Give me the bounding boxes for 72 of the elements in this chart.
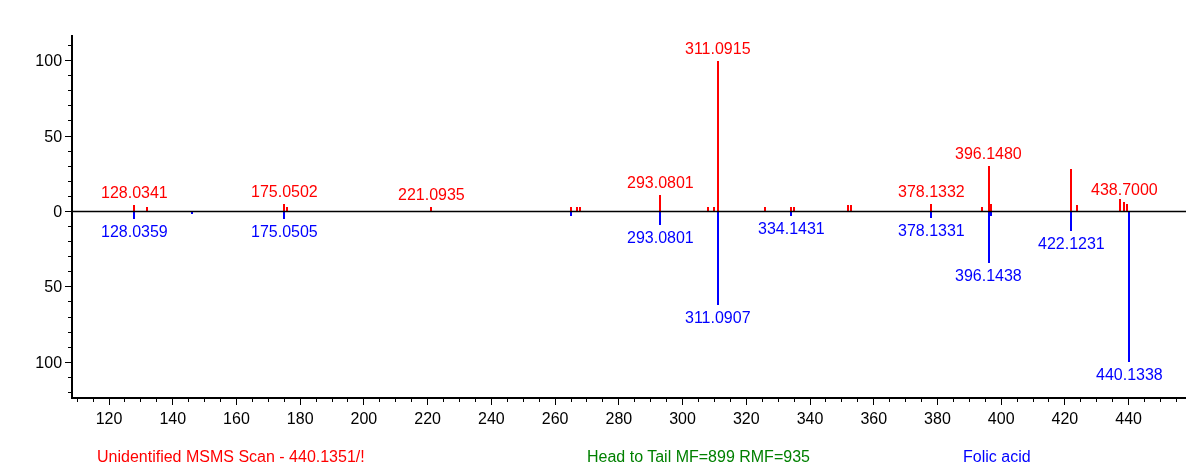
bar (790, 207, 792, 211)
annotation: 293.0801 (627, 229, 694, 246)
bar (713, 207, 715, 211)
bar (717, 211, 719, 305)
bar (930, 204, 932, 211)
x-tick-label: 240 (478, 409, 505, 427)
bar (1119, 199, 1121, 211)
x-tick-label: 380 (924, 409, 951, 427)
x-tick-label: 140 (159, 409, 187, 427)
bar (570, 207, 572, 211)
bar (659, 195, 661, 211)
bar (793, 207, 795, 211)
bar (1126, 204, 1128, 211)
x-tick-label: 400 (987, 409, 1015, 427)
annotation: 396.1480 (955, 145, 1022, 162)
bar (707, 207, 709, 211)
bar (146, 207, 148, 211)
bar (1070, 169, 1072, 211)
bar (1123, 202, 1125, 211)
x-tick-label: 200 (350, 409, 378, 427)
bar (988, 211, 990, 263)
y-tick-label: 50 (44, 278, 63, 296)
x-tick-label: 440 (1115, 409, 1143, 427)
bar (579, 207, 581, 211)
bar (133, 205, 135, 211)
x-tick-label: 300 (669, 409, 696, 427)
y-tick-label: 100 (35, 353, 63, 371)
annotation: 128.0341 (101, 184, 168, 201)
text: Folic acid (963, 448, 1031, 465)
annotation: 440.1338 (1096, 366, 1163, 383)
bar (981, 207, 983, 211)
annotation: 422.1231 (1038, 235, 1105, 252)
x-tick-label: 360 (860, 409, 888, 427)
bar (764, 207, 766, 211)
bar (286, 207, 288, 211)
annotation: 175.0505 (251, 223, 318, 240)
y-tick-label: 0 (53, 203, 63, 221)
annotation: 221.0935 (398, 186, 465, 203)
x-tick-label: 320 (732, 409, 760, 427)
annotation: 334.1431 (758, 220, 825, 237)
text: Head to Tail MF=899 RMF=935 (587, 448, 811, 465)
bar (988, 166, 990, 211)
x-tick-label: 340 (796, 409, 824, 427)
bar (1070, 211, 1072, 231)
bar (1076, 205, 1078, 211)
annotation: 128.0359 (101, 223, 168, 240)
bar (576, 207, 578, 211)
bar (717, 61, 719, 211)
y-tick-label: 50 (44, 127, 63, 145)
x-tick-label: 180 (286, 409, 314, 427)
x-tick-label: 120 (95, 409, 123, 427)
annotation: 293.0801 (627, 174, 694, 191)
annotation: 396.1438 (955, 267, 1022, 284)
y-tick-label: 100 (35, 52, 63, 70)
x-tick-label: 160 (223, 409, 250, 427)
x-tick-label: 220 (414, 409, 442, 427)
bar (847, 205, 849, 211)
bar (1128, 211, 1130, 362)
annotation: 378.1332 (898, 183, 965, 200)
bar (659, 211, 661, 225)
text: Unidentified MSMS Scan - 440.1351/! (97, 448, 365, 465)
x-tick-label: 420 (1051, 409, 1079, 427)
bar (850, 205, 852, 211)
annotation: 175.0502 (251, 183, 318, 200)
annotation: 311.0915 (685, 40, 751, 57)
bar (283, 204, 285, 211)
bar (430, 207, 432, 211)
x-tick-label: 260 (541, 409, 569, 427)
annotation: 438.7000 (1091, 181, 1158, 198)
x-tick-label: 280 (605, 409, 633, 427)
annotation: 311.0907 (685, 309, 751, 326)
annotation: 378.1331 (898, 222, 965, 239)
